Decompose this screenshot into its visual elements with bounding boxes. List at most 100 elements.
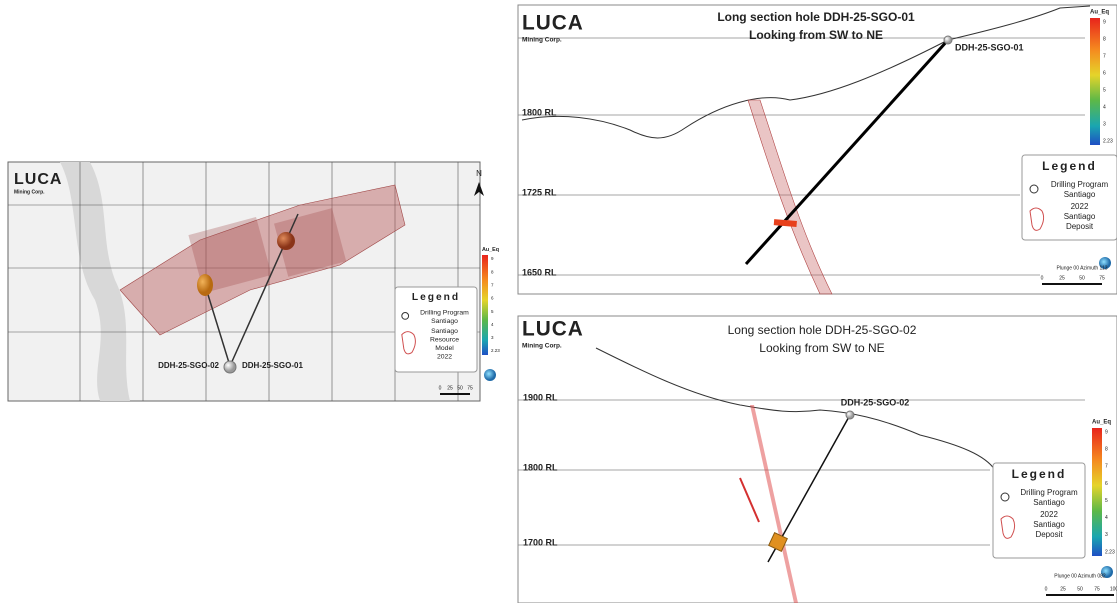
scale-label: 50	[1079, 275, 1085, 281]
colorbar-label: 8	[1105, 446, 1108, 452]
drill-trace	[744, 38, 950, 266]
scale-label: 25	[447, 385, 453, 391]
collar	[845, 410, 855, 420]
scale-label: 0	[1045, 586, 1048, 592]
rl-label: 1700 RL	[523, 537, 558, 547]
map-grid	[8, 162, 480, 401]
orientation-globe	[1099, 257, 1111, 269]
rl-label: 1800 RL	[523, 462, 558, 472]
rl-label: 1650 RL	[522, 267, 557, 277]
legend-item: Drilling Program Santiago	[420, 309, 469, 325]
scale-label: 50	[1077, 586, 1083, 592]
section-subtitle: Looking from SW to NE	[749, 28, 883, 42]
intercept	[197, 274, 213, 296]
topography	[521, 5, 1091, 139]
terrain-shade	[60, 162, 130, 401]
intercept	[277, 232, 295, 250]
deposit-outline	[739, 477, 760, 523]
view-label: Plunge 00 Azimuth 113	[1056, 265, 1107, 271]
colorbar-label: 8	[1103, 36, 1106, 42]
colorbar-title: Au_Eq	[1090, 10, 1109, 16]
colorbar-label: 6	[1105, 481, 1108, 487]
colorbar-label: 7	[1105, 464, 1108, 470]
collar	[943, 35, 953, 45]
colorbar-label: 5	[1105, 498, 1108, 504]
colorbar	[1090, 18, 1100, 145]
resource-block	[188, 216, 272, 294]
logo-subtitle: Mining Corp.	[522, 342, 562, 349]
section-title: Long section hole DDH-25-SGO-01	[717, 10, 915, 24]
logo-subtitle: Mining Corp.	[522, 36, 562, 43]
legend-item: Santiago Resource Model 2022	[430, 328, 459, 361]
view-label: Plunge 00 Azimuth 082	[1054, 573, 1106, 579]
orientation-globe	[484, 369, 496, 381]
resource-model	[119, 184, 406, 336]
plan-map: DDH-25-SGO-02 DDH-25-SGO-01 N	[7, 161, 496, 402]
rl-lines	[518, 399, 1085, 546]
legend-symbol	[1000, 515, 1016, 539]
rl-label: 1800 RL	[522, 107, 557, 117]
legend-item: 2022 Santiago Deposit	[1033, 510, 1065, 539]
legend-item: Drilling Program Santiago	[1020, 488, 1078, 507]
scale-label: 0	[439, 385, 442, 391]
colorbar-label: 4	[1105, 515, 1108, 521]
scale-label: 25	[1060, 586, 1066, 592]
colorbar-label: 5	[491, 309, 494, 314]
scale-label: 25	[1059, 275, 1065, 281]
colorbar-label: 2.23	[1105, 549, 1115, 555]
deposit-outline	[747, 99, 833, 295]
colorbar	[482, 255, 488, 355]
hole-label: DDH-25-SGO-02	[158, 361, 219, 370]
legend-title: Legend	[1012, 467, 1067, 481]
section-frame	[517, 315, 1117, 603]
rl-label: 1900 RL	[523, 392, 558, 402]
colorbar-label: 7	[491, 282, 494, 287]
scale-label: 75	[1094, 586, 1100, 592]
intercept	[768, 532, 788, 552]
logo: LUCA	[14, 171, 62, 188]
legend-symbol	[401, 331, 416, 355]
colorbar-label: 9	[1105, 429, 1108, 435]
colorbar-label: 9	[1103, 19, 1106, 25]
colorbar-title: Au_Eq	[1092, 420, 1111, 426]
legend-title: Legend	[1042, 159, 1097, 173]
colorbar-label: 2.23	[1103, 138, 1113, 144]
intercept	[773, 219, 797, 227]
colorbar-label: 9	[491, 256, 494, 261]
legend-item: 2022 Santiago Deposit	[1064, 202, 1096, 231]
legend-box	[394, 286, 478, 373]
colorbar-label: 8	[491, 269, 494, 274]
legend-symbol	[1029, 184, 1039, 194]
legend-symbol	[1029, 207, 1045, 231]
orientation-globe	[1101, 566, 1113, 578]
colorbar-label: 5	[1103, 87, 1106, 93]
drill-trace	[204, 284, 231, 367]
rl-label: 1725 RL	[522, 187, 557, 197]
section-frame	[517, 4, 1117, 295]
section-subtitle: Looking from SW to NE	[759, 341, 884, 355]
section-title: Long section hole DDH-25-SGO-02	[728, 323, 917, 337]
section-1: DDH-25-SGO-01 Long section hole DDH-25-S…	[518, 5, 1111, 295]
deposit-outline	[750, 405, 798, 603]
section-2: DDH-25-SGO-02 Long section hole DDH-25-S…	[518, 323, 1113, 603]
north-arrow	[474, 182, 484, 196]
scale-label: 0	[1041, 275, 1044, 281]
scale-label: 50	[457, 385, 463, 391]
colorbar-label: 3	[491, 335, 494, 340]
legend-box	[992, 462, 1086, 559]
colorbar-label: 4	[491, 322, 494, 327]
colorbar-label: 2.23	[491, 348, 500, 353]
logo: LUCA	[522, 318, 584, 341]
colorbar	[1092, 428, 1102, 556]
topography	[595, 347, 996, 471]
legend-item: Drilling Program Santiago	[1051, 180, 1109, 199]
north-label: N	[476, 169, 482, 178]
colorbar-label: 4	[1103, 104, 1106, 110]
resource-block	[274, 208, 347, 277]
colorbar-title: Au_Eq	[482, 247, 499, 253]
hole-label: DDH-25-SGO-02	[841, 397, 910, 407]
legend-box	[1021, 154, 1117, 241]
scale-label: 100	[1110, 586, 1117, 592]
